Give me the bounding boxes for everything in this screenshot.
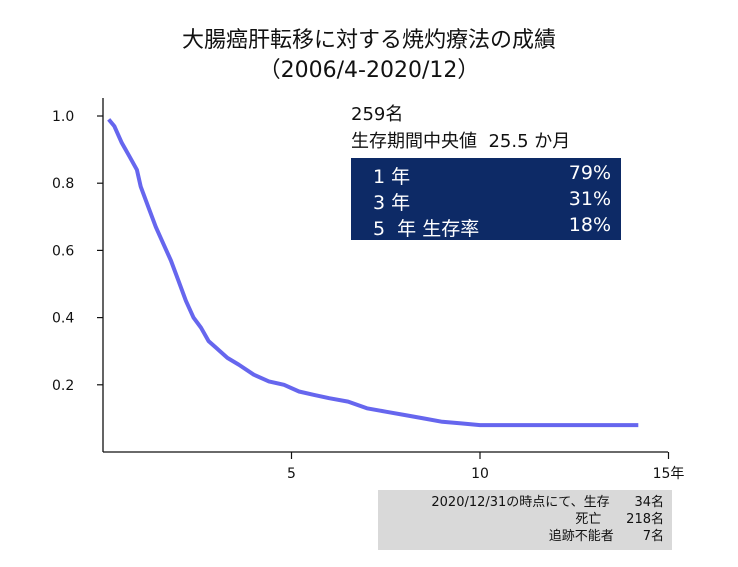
rate-label: 3 年 <box>373 192 411 214</box>
median-survival: 生存期間中央値 25.5 か月 <box>351 131 571 152</box>
y-tick-label: 0.8 <box>52 176 74 192</box>
patient-count: 259名 <box>351 104 404 125</box>
rate-value: 18% <box>568 214 611 236</box>
chart-subtitle: （2006/4-2020/12） <box>258 58 480 83</box>
note-alive: 2020/12/31の時点にて、生存 34名 <box>431 495 664 510</box>
survival-curve <box>107 118 639 428</box>
chart-title: 大腸癌肝転移に対する焼灼療法の成績 <box>181 28 556 53</box>
y-tick-label: 0.2 <box>52 378 74 394</box>
y-tick-label: 0.6 <box>52 243 74 259</box>
rate-row-1yr: 1 年 79% <box>351 162 621 188</box>
rate-label: 1 年 <box>373 166 411 188</box>
x-tick-label: 15年 <box>653 466 685 482</box>
x-ticks: 5 10 15年 <box>287 452 684 482</box>
survival-rate-box: 1 年 79% 3 年 31% 5 年 生存率 18% <box>351 158 621 240</box>
rate-value: 79% <box>568 162 611 184</box>
x-tick-label: 10 <box>471 466 489 482</box>
note-dead: 死亡 218名 <box>575 512 664 527</box>
rate-value: 31% <box>568 188 611 210</box>
rate-row-5yr: 5 年 生存率 18% <box>351 214 621 240</box>
rate-label: 5 年 生存率 <box>373 218 480 240</box>
rate-row-3yr: 3 年 31% <box>351 188 621 214</box>
y-tick-label: 1.0 <box>52 109 74 125</box>
y-tick-label: 0.4 <box>52 311 74 327</box>
x-tick-label: 5 <box>287 466 296 482</box>
y-ticks: 0.2 0.4 0.6 0.8 1.0 <box>52 109 103 394</box>
note-lost: 追跡不能者 7名 <box>548 529 664 544</box>
followup-note: 2020/12/31の時点にて、生存 34名 死亡 218名 追跡不能者 7名 <box>378 490 672 550</box>
